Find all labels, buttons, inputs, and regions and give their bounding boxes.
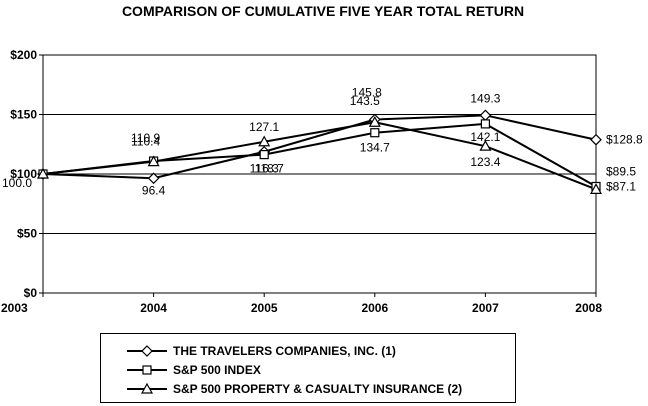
data-label-sp500: 134.7 [360, 141, 390, 155]
y-tick-label: $0 [24, 286, 38, 300]
data-point-sp500 [480, 119, 490, 129]
x-tick-label: 2008 [575, 301, 602, 315]
legend-label-sp500: S&P 500 INDEX [173, 363, 261, 377]
data-label-travelers: 118.7 [255, 162, 284, 176]
data-point-property-casualty [368, 115, 381, 127]
data-point-travelers [590, 133, 602, 146]
legend-triangle-marker [127, 382, 167, 394]
x-tick-label: 2006 [361, 301, 388, 315]
series-line-property-casualty [42, 121, 597, 191]
legend-item-sp500: S&P 500 INDEX [125, 361, 261, 379]
data-label-travelers: 100.0 [2, 176, 32, 190]
data-label-sp500: 110.9 [131, 131, 160, 145]
y-axis: $0 $50 $100 $150 $200 [10, 48, 43, 300]
data-label-property-casualty: 110.4 [131, 135, 160, 149]
data-label-property-casualty: 123.4 [470, 155, 500, 169]
data-label-property-casualty: 127.1 [249, 120, 279, 134]
y-tick-label: $50 [17, 227, 37, 241]
legend-label-property-casualty: S&P 500 PROPERTY & CASUALTY INSURANCE (2… [173, 382, 463, 396]
data-point-travelers [479, 109, 492, 122]
y-tick-label: $100 [10, 167, 37, 181]
data-point-property-casualty [479, 139, 492, 151]
data-point-property-casualty [258, 135, 271, 147]
x-tick-label: 2005 [251, 301, 278, 315]
data-point-sp500 [370, 128, 380, 138]
series-lines [36, 109, 603, 194]
data-label-property-casualty: $87.1 [606, 179, 636, 193]
legend: THE TRAVELERS COMPANIES, INC. (1) S&P 50… [100, 333, 516, 403]
x-tick-label: 2004 [140, 301, 167, 315]
data-labels: 100.0 96.4 118.7 145.8 149.3 $128.8 110.9 116.3… [2, 85, 643, 197]
legend-diamond-marker [127, 345, 167, 357]
data-point-property-casualty [589, 183, 603, 194]
series-line-travelers [42, 114, 597, 180]
data-label-sp500: 116.3 [250, 162, 279, 176]
data-label-travelers: 149.3 [470, 91, 500, 105]
data-label-travelers: 145.8 [352, 85, 382, 99]
x-tick-label: 2003 [1, 301, 28, 315]
y-tick-label: $150 [10, 108, 37, 122]
chart-title: COMPARISON OF CUMULATIVE FIVE YEAR TOTAL… [122, 3, 524, 19]
data-label-sp500: 142.1 [470, 130, 500, 144]
data-point-property-casualty [147, 155, 160, 167]
legend-item-travelers: THE TRAVELERS COMPANIES, INC. (1) [125, 342, 396, 360]
data-label-sp500: $89.5 [606, 164, 636, 178]
x-axis: 2003 2004 2005 2006 2007 2008 [1, 293, 602, 315]
data-label-travelers: $128.8 [606, 133, 643, 147]
legend-square-marker [127, 365, 167, 375]
legend-item-property-casualty: S&P 500 PROPERTY & CASUALTY INSURANCE (2… [125, 380, 462, 398]
data-point-property-casualty [36, 167, 50, 179]
data-point-sp500 [259, 150, 269, 160]
data-label-travelers: 96.4 [142, 183, 166, 197]
data-label-property-casualty: 143.5 [350, 94, 380, 108]
x-tick-label: 2007 [472, 301, 499, 315]
y-tick-label: $200 [10, 48, 37, 62]
legend-label-travelers: THE TRAVELERS COMPANIES, INC. (1) [173, 344, 396, 358]
gridlines [43, 114, 596, 234]
data-point-travelers [147, 172, 160, 185]
